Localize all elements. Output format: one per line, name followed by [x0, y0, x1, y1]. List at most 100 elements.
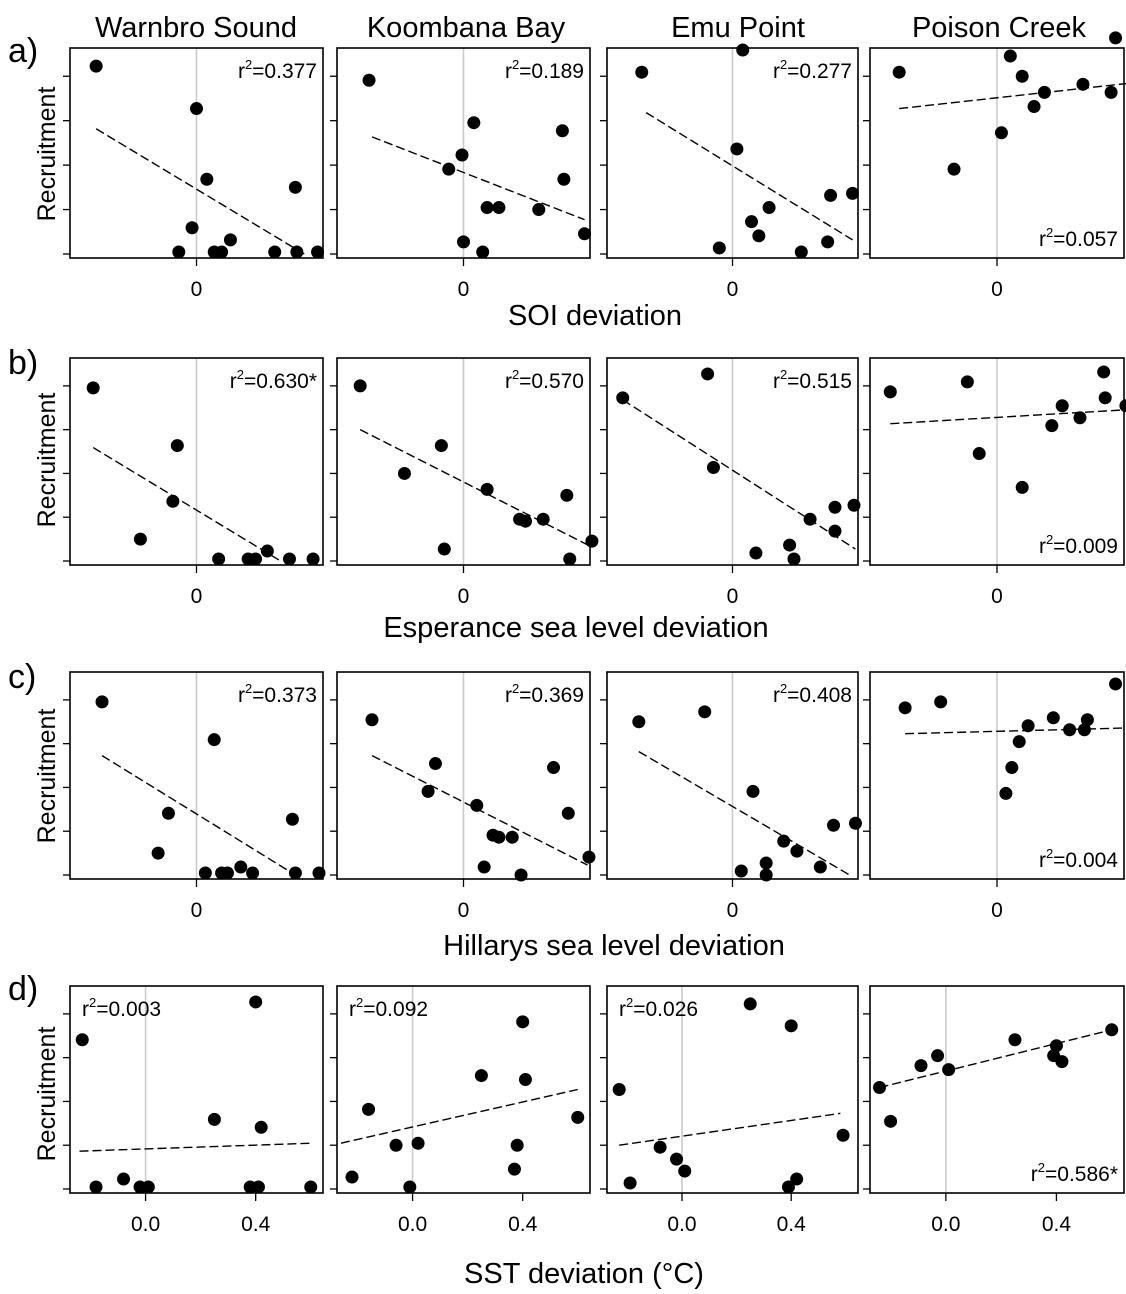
- data-point: [616, 391, 630, 405]
- data-point: [353, 379, 367, 393]
- y-axis-label-b: Recruitment: [33, 393, 61, 528]
- data-point: [752, 229, 766, 243]
- data-point: [141, 1180, 155, 1194]
- data-point: [518, 514, 532, 528]
- data-point: [848, 816, 862, 830]
- data-point: [170, 439, 184, 453]
- x-axis-label-c: Hillarys sea level deviation: [443, 930, 785, 962]
- r-squared-label: r2=0.369: [505, 681, 584, 707]
- data-point: [362, 73, 376, 87]
- y-axis-label-a: Recruitment: [33, 87, 61, 222]
- x-tick-label: 0.4: [777, 1213, 807, 1236]
- panel-d-poison-creek: 0.0 0.4 r2=0.586*: [863, 985, 1125, 1236]
- data-point: [133, 532, 147, 546]
- regression-line: [92, 446, 281, 562]
- data-point: [557, 172, 571, 186]
- panel-c-warnbro-sound: 0 r2=0.373: [63, 671, 326, 922]
- data-point: [411, 1136, 425, 1150]
- data-point: [304, 1180, 318, 1194]
- data-point: [190, 102, 203, 116]
- regression-line: [95, 128, 305, 255]
- data-point: [260, 544, 274, 558]
- data-point: [75, 1033, 89, 1047]
- data-point: [781, 1180, 795, 1194]
- data-point: [492, 201, 506, 215]
- x-tick-label: 0.0: [667, 1213, 696, 1236]
- data-point: [746, 784, 760, 798]
- data-point: [1015, 69, 1029, 83]
- data-point: [117, 1172, 131, 1186]
- panels: 0 r2=0.377 0 r2=0.189 0 r2=0.277 0 r2=0.057 0 r2=…: [63, 31, 1126, 1236]
- r-squared-label: r2=0.003: [82, 995, 161, 1021]
- data-point: [185, 221, 199, 235]
- regression-line: [340, 1088, 578, 1144]
- data-point: [161, 806, 175, 820]
- data-point: [670, 1152, 684, 1166]
- data-point: [492, 830, 506, 844]
- data-point: [516, 1015, 530, 1029]
- row-letter-c: c): [8, 658, 36, 696]
- panel-c-koombana-bay: 0 r2=0.369: [330, 671, 596, 922]
- data-point: [736, 43, 750, 57]
- r-squared-label: r2=0.373: [238, 681, 317, 707]
- data-point: [632, 715, 646, 729]
- plot-frame: [336, 985, 591, 1194]
- y-axis-label-c: Recruitment: [33, 709, 61, 844]
- data-point: [207, 733, 221, 747]
- data-point: [828, 524, 842, 538]
- data-point: [246, 866, 260, 880]
- data-point: [547, 761, 561, 775]
- data-point: [1073, 411, 1087, 425]
- data-point: [884, 1114, 898, 1128]
- data-point: [560, 488, 574, 502]
- x-tick-label: 0.0: [931, 1213, 960, 1236]
- regression-line: [899, 82, 1126, 110]
- data-point: [749, 546, 763, 560]
- data-point: [571, 1110, 585, 1124]
- panel-b-emu-point: 0 r2=0.515: [600, 357, 861, 608]
- data-point: [698, 705, 712, 719]
- regression-line: [645, 112, 853, 241]
- data-point: [994, 126, 1008, 140]
- data-point: [477, 860, 491, 874]
- regression-line: [359, 429, 593, 548]
- r-squared-label: r2=0.009: [1039, 532, 1118, 558]
- data-point: [1012, 735, 1026, 749]
- data-point: [942, 1063, 956, 1077]
- data-point: [470, 798, 484, 812]
- data-point: [362, 1102, 376, 1116]
- data-point: [1015, 480, 1029, 494]
- data-point: [268, 245, 282, 259]
- data-point: [999, 786, 1013, 800]
- data-point: [306, 552, 320, 566]
- data-point: [507, 1162, 521, 1176]
- data-point: [536, 512, 550, 526]
- data-point: [1005, 761, 1019, 775]
- data-point: [1063, 723, 1077, 737]
- regression-line: [79, 1142, 311, 1152]
- x-tick-label: 0: [991, 278, 1003, 301]
- data-point: [873, 1081, 887, 1095]
- data-point: [1027, 100, 1041, 114]
- data-point: [510, 1138, 524, 1152]
- x-tick-label: 0: [991, 899, 1003, 922]
- data-point: [249, 552, 263, 566]
- data-point: [1080, 713, 1094, 727]
- data-point: [397, 466, 411, 480]
- data-point: [89, 1180, 103, 1194]
- panel-c-emu-point: 0 r2=0.408: [600, 671, 862, 922]
- data-point: [285, 812, 299, 826]
- x-tick-label: 0: [727, 585, 739, 608]
- data-point: [947, 162, 961, 176]
- r-squared-label: r2=0.092: [349, 995, 428, 1021]
- data-point: [403, 1180, 417, 1194]
- r-squared-label: r2=0.026: [619, 995, 698, 1021]
- data-point: [563, 552, 577, 566]
- data-point: [421, 784, 435, 798]
- data-point: [828, 500, 842, 514]
- data-point: [1076, 77, 1090, 91]
- data-point: [847, 498, 861, 512]
- data-point: [743, 997, 757, 1011]
- data-point: [455, 148, 469, 162]
- panel-d-emu-point: 0.0 0.4 r2=0.026: [600, 985, 859, 1236]
